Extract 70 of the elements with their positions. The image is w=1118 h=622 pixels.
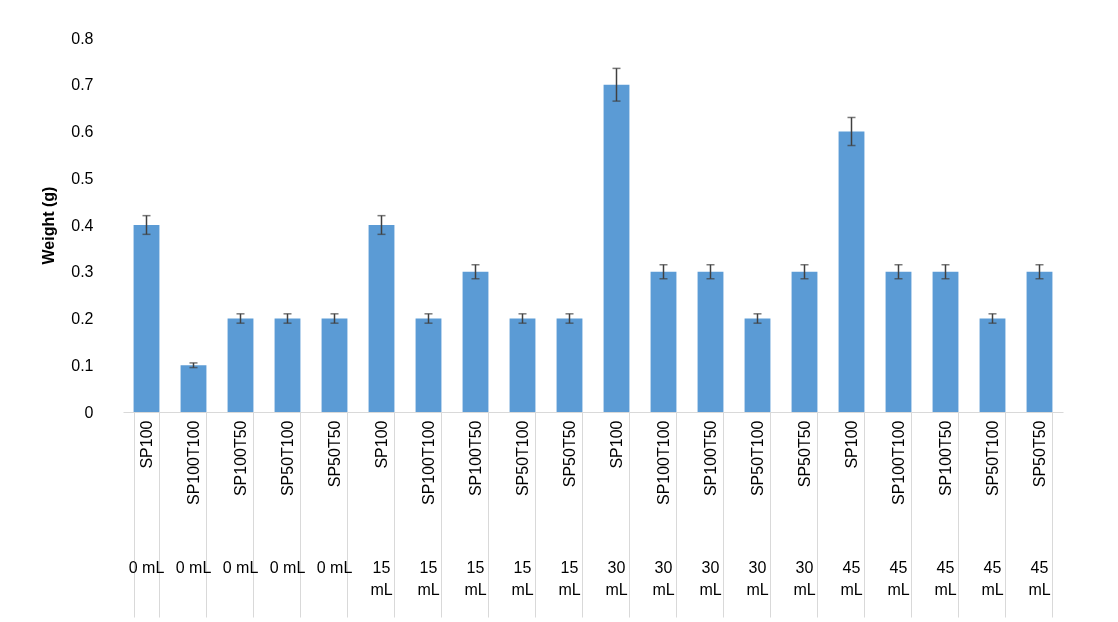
bar: [603, 84, 630, 412]
bar: [227, 318, 254, 412]
text: 30 mL: [652, 559, 675, 598]
x-tick-label: SP100T50: [702, 420, 719, 497]
y-tick-label: 0: [84, 403, 94, 421]
x-tick-label: SP100T50: [467, 420, 484, 497]
text: 15 mL: [370, 559, 393, 598]
text: 0 mL: [128, 559, 165, 576]
bar: [133, 225, 160, 412]
y-tick-label: 0.1: [71, 356, 94, 374]
x-tick-label: SP50T50: [1031, 420, 1048, 488]
text: 15 mL: [464, 559, 487, 598]
text: 45 mL: [1028, 559, 1051, 598]
text: 0 mL: [269, 559, 306, 576]
y-tick-label: 0.5: [71, 169, 94, 187]
text: 15 mL: [511, 559, 534, 598]
y-tick-label: 0.3: [71, 263, 94, 281]
text: 45 mL: [981, 559, 1004, 598]
x-tick-label: SP100T50: [937, 420, 954, 497]
x-tick-label: SP100: [608, 420, 625, 469]
text: 0 mL: [222, 559, 259, 576]
bar: [321, 318, 348, 412]
bar: [697, 271, 724, 412]
bar: [885, 271, 912, 412]
x-tick-label: SP50T100: [279, 420, 296, 497]
x-tick-label: SP100T100: [420, 420, 437, 506]
bar: [932, 271, 959, 412]
text: 30 mL: [793, 559, 816, 598]
bar: [1026, 271, 1053, 412]
bar: [180, 365, 207, 412]
text: 15 mL: [558, 559, 581, 598]
x-tick-label: SP50T100: [984, 420, 1001, 497]
text: 0 mL: [316, 559, 353, 576]
bar: [838, 131, 865, 412]
y-axis-title: Weight (g): [40, 186, 58, 265]
x-tick-label: SP100: [138, 420, 155, 469]
bar: [556, 318, 583, 412]
text: 45 mL: [887, 559, 910, 598]
y-tick-label: 0.7: [71, 76, 94, 94]
x-tick-label: SP100: [373, 420, 390, 469]
bar: [979, 318, 1006, 412]
x-tick-label: SP50T50: [561, 420, 578, 488]
x-tick-label: SP100T50: [232, 420, 249, 497]
bar: [368, 225, 395, 412]
text: 30 mL: [605, 559, 628, 598]
x-tick-label: SP100T100: [890, 420, 907, 506]
y-tick-label: 0.8: [71, 29, 94, 47]
bar: [274, 318, 301, 412]
y-tick-label: 0.2: [71, 310, 94, 327]
bar: [650, 271, 677, 412]
y-tick-label: 0.4: [71, 216, 94, 234]
x-tick-label: SP100T100: [655, 420, 672, 506]
y-tick-label: 0.6: [71, 123, 94, 140]
text: 30 mL: [746, 559, 769, 598]
bar: [509, 318, 536, 412]
bar: [791, 271, 818, 412]
bar: [462, 271, 489, 412]
x-tick-label: SP100: [843, 420, 860, 469]
bar: [415, 318, 442, 412]
bar: [744, 318, 771, 412]
x-tick-label: SP50T50: [796, 420, 813, 488]
text: 0 mL: [175, 559, 212, 576]
text: 45 mL: [840, 559, 863, 598]
text: 45 mL: [934, 559, 957, 598]
x-tick-label: SP100T100: [185, 420, 202, 506]
x-tick-label: SP50T50: [326, 420, 343, 488]
x-tick-label: SP50T100: [749, 420, 766, 497]
text: 30 mL: [699, 559, 722, 598]
x-tick-label: SP50T100: [514, 420, 531, 497]
text: 15 mL: [417, 559, 440, 598]
